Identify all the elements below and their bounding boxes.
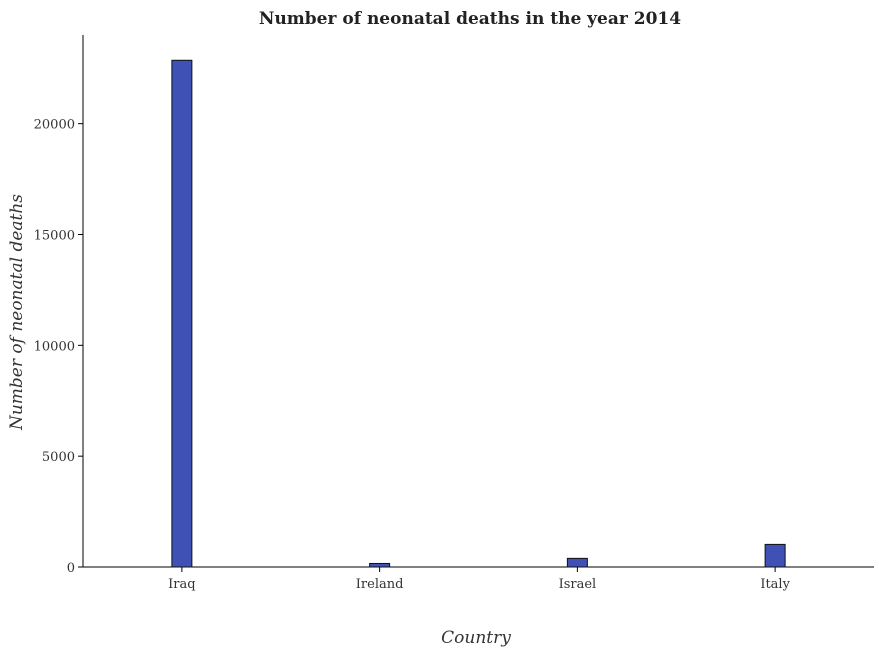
- x-axis-label: Country: [441, 628, 511, 648]
- bar-italy: [764, 543, 786, 568]
- y-tick-label: 20000: [34, 118, 75, 133]
- y-tick-label: 0: [67, 561, 75, 576]
- bar-iraq: [171, 59, 193, 568]
- bar-israel: [566, 557, 588, 568]
- x-tick-label: Ireland: [356, 577, 404, 592]
- x-tick-label: Israel: [559, 577, 597, 592]
- y-tick-label: 5000: [42, 450, 75, 465]
- y-tick-label: 10000: [34, 339, 75, 354]
- chart-title: Number of neonatal deaths in the year 20…: [259, 9, 681, 29]
- bar-ireland: [369, 562, 391, 568]
- x-tick-label: Iraq: [168, 577, 195, 592]
- x-tick-label: Italy: [760, 577, 790, 592]
- plot-area: 0 5000 10000 15000 20000 Iraq Ireland Israel Ita…: [34, 35, 874, 592]
- y-tick-label: 15000: [34, 229, 75, 244]
- y-axis-label: Number of neonatal deaths: [7, 194, 27, 431]
